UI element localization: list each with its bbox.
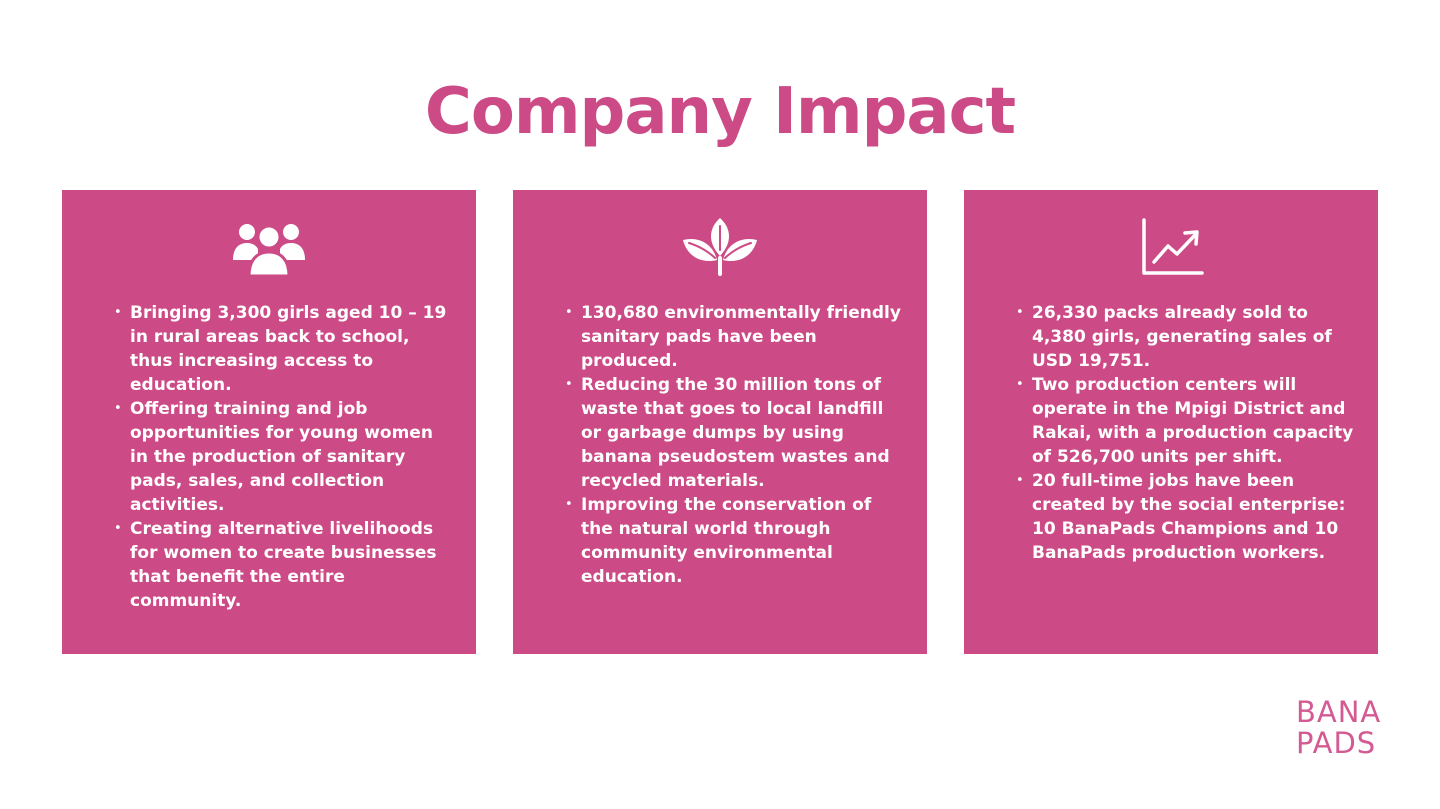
leaves-icon: [681, 216, 759, 278]
bullet-item: 26,330 packs already sold to 4,380 girls…: [1016, 301, 1356, 373]
impact-card-environment: 130,680 environmentally friendly sanitar…: [513, 190, 927, 654]
logo-line-1: BANA: [1296, 695, 1382, 729]
banapads-logo: BANA PADS: [1296, 697, 1416, 761]
bullet-item: Two production centers will operate in t…: [1016, 373, 1356, 469]
bullet-list: 130,680 environmentally friendly sanitar…: [565, 301, 905, 589]
impact-card-sales: 26,330 packs already sold to 4,380 girls…: [964, 190, 1378, 654]
bullet-item: Improving the conservation of the natura…: [565, 493, 905, 589]
bullet-item: 20 full-time jobs have been created by t…: [1016, 469, 1356, 565]
bullet-list: Bringing 3,300 girls aged 10 – 19 in rur…: [114, 301, 454, 613]
page-title: Company Impact: [424, 75, 1016, 149]
impact-card-education: Bringing 3,300 girls aged 10 – 19 in rur…: [62, 190, 476, 654]
bullet-item: Reducing the 30 million tons of waste th…: [565, 373, 905, 493]
bullet-item: Offering training and job opportunities …: [114, 397, 454, 517]
bullet-item: Creating alternative livelihoods for wom…: [114, 517, 454, 613]
logo-line-2: PADS: [1296, 726, 1377, 760]
growth-chart-icon: [1132, 216, 1210, 278]
bullet-item: Bringing 3,300 girls aged 10 – 19 in rur…: [114, 301, 454, 397]
bullet-list: 26,330 packs already sold to 4,380 girls…: [1016, 301, 1356, 565]
people-group-icon: [230, 216, 308, 278]
bullet-item: 130,680 environmentally friendly sanitar…: [565, 301, 905, 373]
